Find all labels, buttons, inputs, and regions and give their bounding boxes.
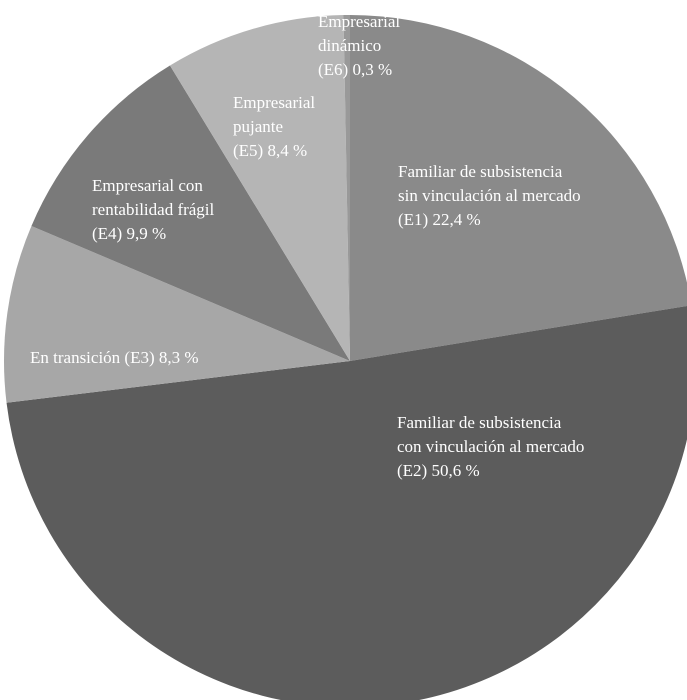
slice-label-line: En transición (E3) 8,3 % [30, 348, 199, 367]
pie-slice-e6 [343, 14, 350, 361]
slice-label-line: pujante [233, 117, 283, 136]
slice-label-line: (E5) 8,4 % [233, 141, 307, 160]
pie-slice-e1 [350, 15, 687, 361]
pie-slice-e3 [3, 225, 351, 403]
slice-label-e1: Familiar de subsistencia sin vinculación … [398, 162, 581, 229]
slice-label-e3: En transición (E3) 8,3 % [30, 348, 199, 367]
slice-label-line: con vinculación al mercado [397, 437, 584, 456]
slice-label-line: Empresarial [318, 12, 400, 31]
slice-label-line: Empresarial [233, 93, 315, 112]
slice-label-line: (E4) 9,9 % [92, 224, 166, 243]
slice-label-line: Empresarial con [92, 176, 203, 195]
slice-label-e2: Familiar de subsistencia con vinculación … [397, 413, 584, 480]
pie-slice-e4 [31, 65, 350, 362]
slice-label-e5: Empresarial pujante (E5) 8,4 % [233, 93, 315, 160]
slice-label-e4: Empresarial con rentabilidad frágil (E4) 9… [92, 176, 215, 243]
slice-label-line: Familiar de subsistencia [398, 162, 563, 181]
pie-slice-e5 [169, 15, 350, 362]
slice-label-line: (E1) 22,4 % [398, 210, 481, 229]
slice-label-line: Familiar de subsistencia [397, 413, 562, 432]
slice-label-line: sin vinculación al mercado [398, 186, 581, 205]
slice-label-line: dinámico [318, 36, 381, 55]
slice-label-line: (E2) 50,6 % [397, 461, 480, 480]
slice-label-line: rentabilidad frágil [92, 200, 215, 219]
slice-label-e6: Empresarial dinámico (E6) 0,3 % [318, 12, 400, 79]
slice-label-line: (E6) 0,3 % [318, 60, 392, 79]
pie-slice-e2 [6, 305, 687, 700]
